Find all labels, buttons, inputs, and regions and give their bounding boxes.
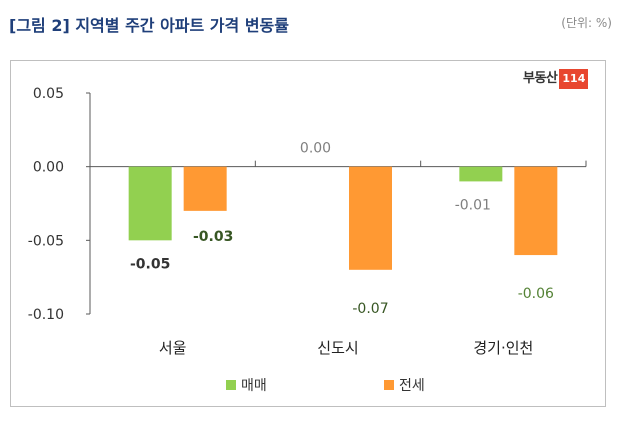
bar-jeonse [514, 166, 558, 256]
legend-swatch [226, 380, 236, 390]
bar-sale [459, 166, 503, 182]
brand-logo: 부동산 114 [523, 69, 589, 89]
y-tick-label: 0.05 [33, 86, 64, 102]
y-tick-label: -0.10 [28, 307, 64, 323]
logo-number: 114 [559, 69, 589, 89]
category-label: 서울 [159, 339, 187, 357]
data-label: 0.00 [300, 141, 331, 157]
data-label: -0.01 [455, 197, 491, 213]
plot-frame [10, 60, 606, 407]
legend-swatch [384, 380, 394, 390]
bar-sale [128, 166, 172, 241]
data-label: -0.06 [518, 286, 554, 302]
bar-jeonse [183, 166, 227, 211]
data-label: -0.05 [130, 256, 170, 272]
legend-label: 전세 [399, 378, 425, 394]
category-label: 신도시 [317, 339, 358, 357]
bar-jeonse [349, 166, 392, 270]
category-label: 경기·인천 [473, 339, 533, 357]
data-label: -0.07 [352, 301, 388, 317]
y-tick-label: 0.00 [33, 160, 64, 176]
legend-label: 매매 [241, 378, 267, 394]
logo-text: 부동산 [523, 71, 558, 86]
data-label: -0.03 [193, 229, 233, 245]
unit-note: (단위: %) [561, 16, 612, 30]
y-tick-label: -0.05 [28, 233, 64, 249]
chart-title: [그림 2] 지역별 주간 아파트 가격 변동률 [9, 16, 289, 35]
